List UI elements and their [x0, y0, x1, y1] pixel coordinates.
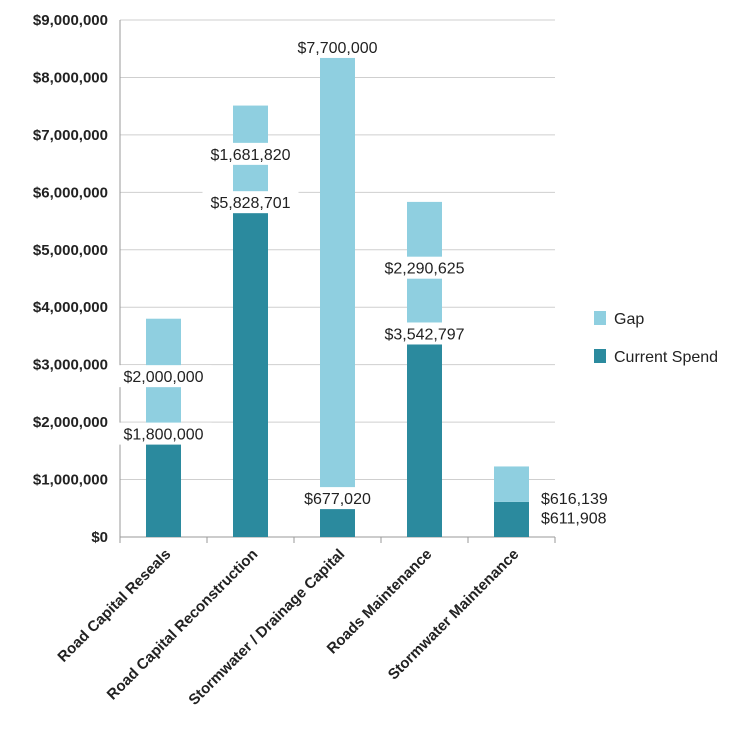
y-tick-label: $2,000,000 [33, 414, 108, 431]
y-tick-label: $9,000,000 [33, 12, 108, 29]
bar-gap [494, 466, 529, 502]
x-tick-label: Stormwater / Drainage Capital [185, 546, 348, 709]
bar-current-spend [494, 501, 529, 537]
data-label-bg [202, 191, 299, 214]
legend: Gap Current Spend [594, 311, 718, 366]
data-label-bg [376, 256, 473, 279]
data-labels: $1,800,000 $2,000,000 $5,828,701 $1,681,820… [115, 35, 608, 527]
data-label-gap: $2,000,000 [123, 369, 203, 386]
x-tick-label: Road Capital Reconstruction [104, 546, 262, 704]
legend-label-gap: Gap [614, 311, 644, 328]
data-label-current-spend: $1,800,000 [123, 427, 203, 444]
legend-swatch-current-spend [594, 349, 606, 363]
data-label-bg [115, 365, 212, 388]
data-label-bg [376, 322, 473, 345]
data-label-gap: $2,290,625 [384, 261, 464, 278]
bars [146, 55, 529, 537]
legend-label-current-spend: Current Spend [614, 349, 718, 366]
bar-current-spend [233, 202, 268, 537]
data-label-current-spend: $611,908 [541, 510, 607, 527]
legend-swatch-gap [594, 311, 606, 325]
y-tick-label: $4,000,000 [33, 299, 108, 316]
y-tick-label: $8,000,000 [33, 69, 108, 86]
y-tick-label: $0 [91, 529, 108, 546]
data-label-bg [115, 422, 212, 445]
y-tick-label: $6,000,000 [33, 184, 108, 201]
data-label-gap: $616,139 [541, 491, 608, 508]
bar-current-spend [407, 333, 442, 537]
y-tick-label: $1,000,000 [33, 472, 108, 489]
bar-gap [320, 55, 355, 499]
data-label-gap: $7,700,000 [297, 40, 377, 57]
y-axis-ticks: $0 $1,000,000 $2,000,000 $3,000,000 $4,000,0… [33, 12, 108, 546]
data-label-bg [289, 35, 386, 58]
data-label-current-spend: $3,542,797 [384, 326, 464, 343]
data-label-bg [298, 487, 377, 510]
data-label-current-spend: $677,020 [304, 491, 371, 508]
y-tick-label: $3,000,000 [33, 357, 108, 374]
bar-current-spend [146, 433, 181, 537]
data-label-bg [202, 142, 299, 165]
data-label-gap: $1,681,820 [210, 147, 290, 164]
y-tick-label: $7,000,000 [33, 127, 108, 144]
data-label-current-spend: $5,828,701 [210, 195, 290, 212]
y-tick-label: $5,000,000 [33, 242, 108, 259]
